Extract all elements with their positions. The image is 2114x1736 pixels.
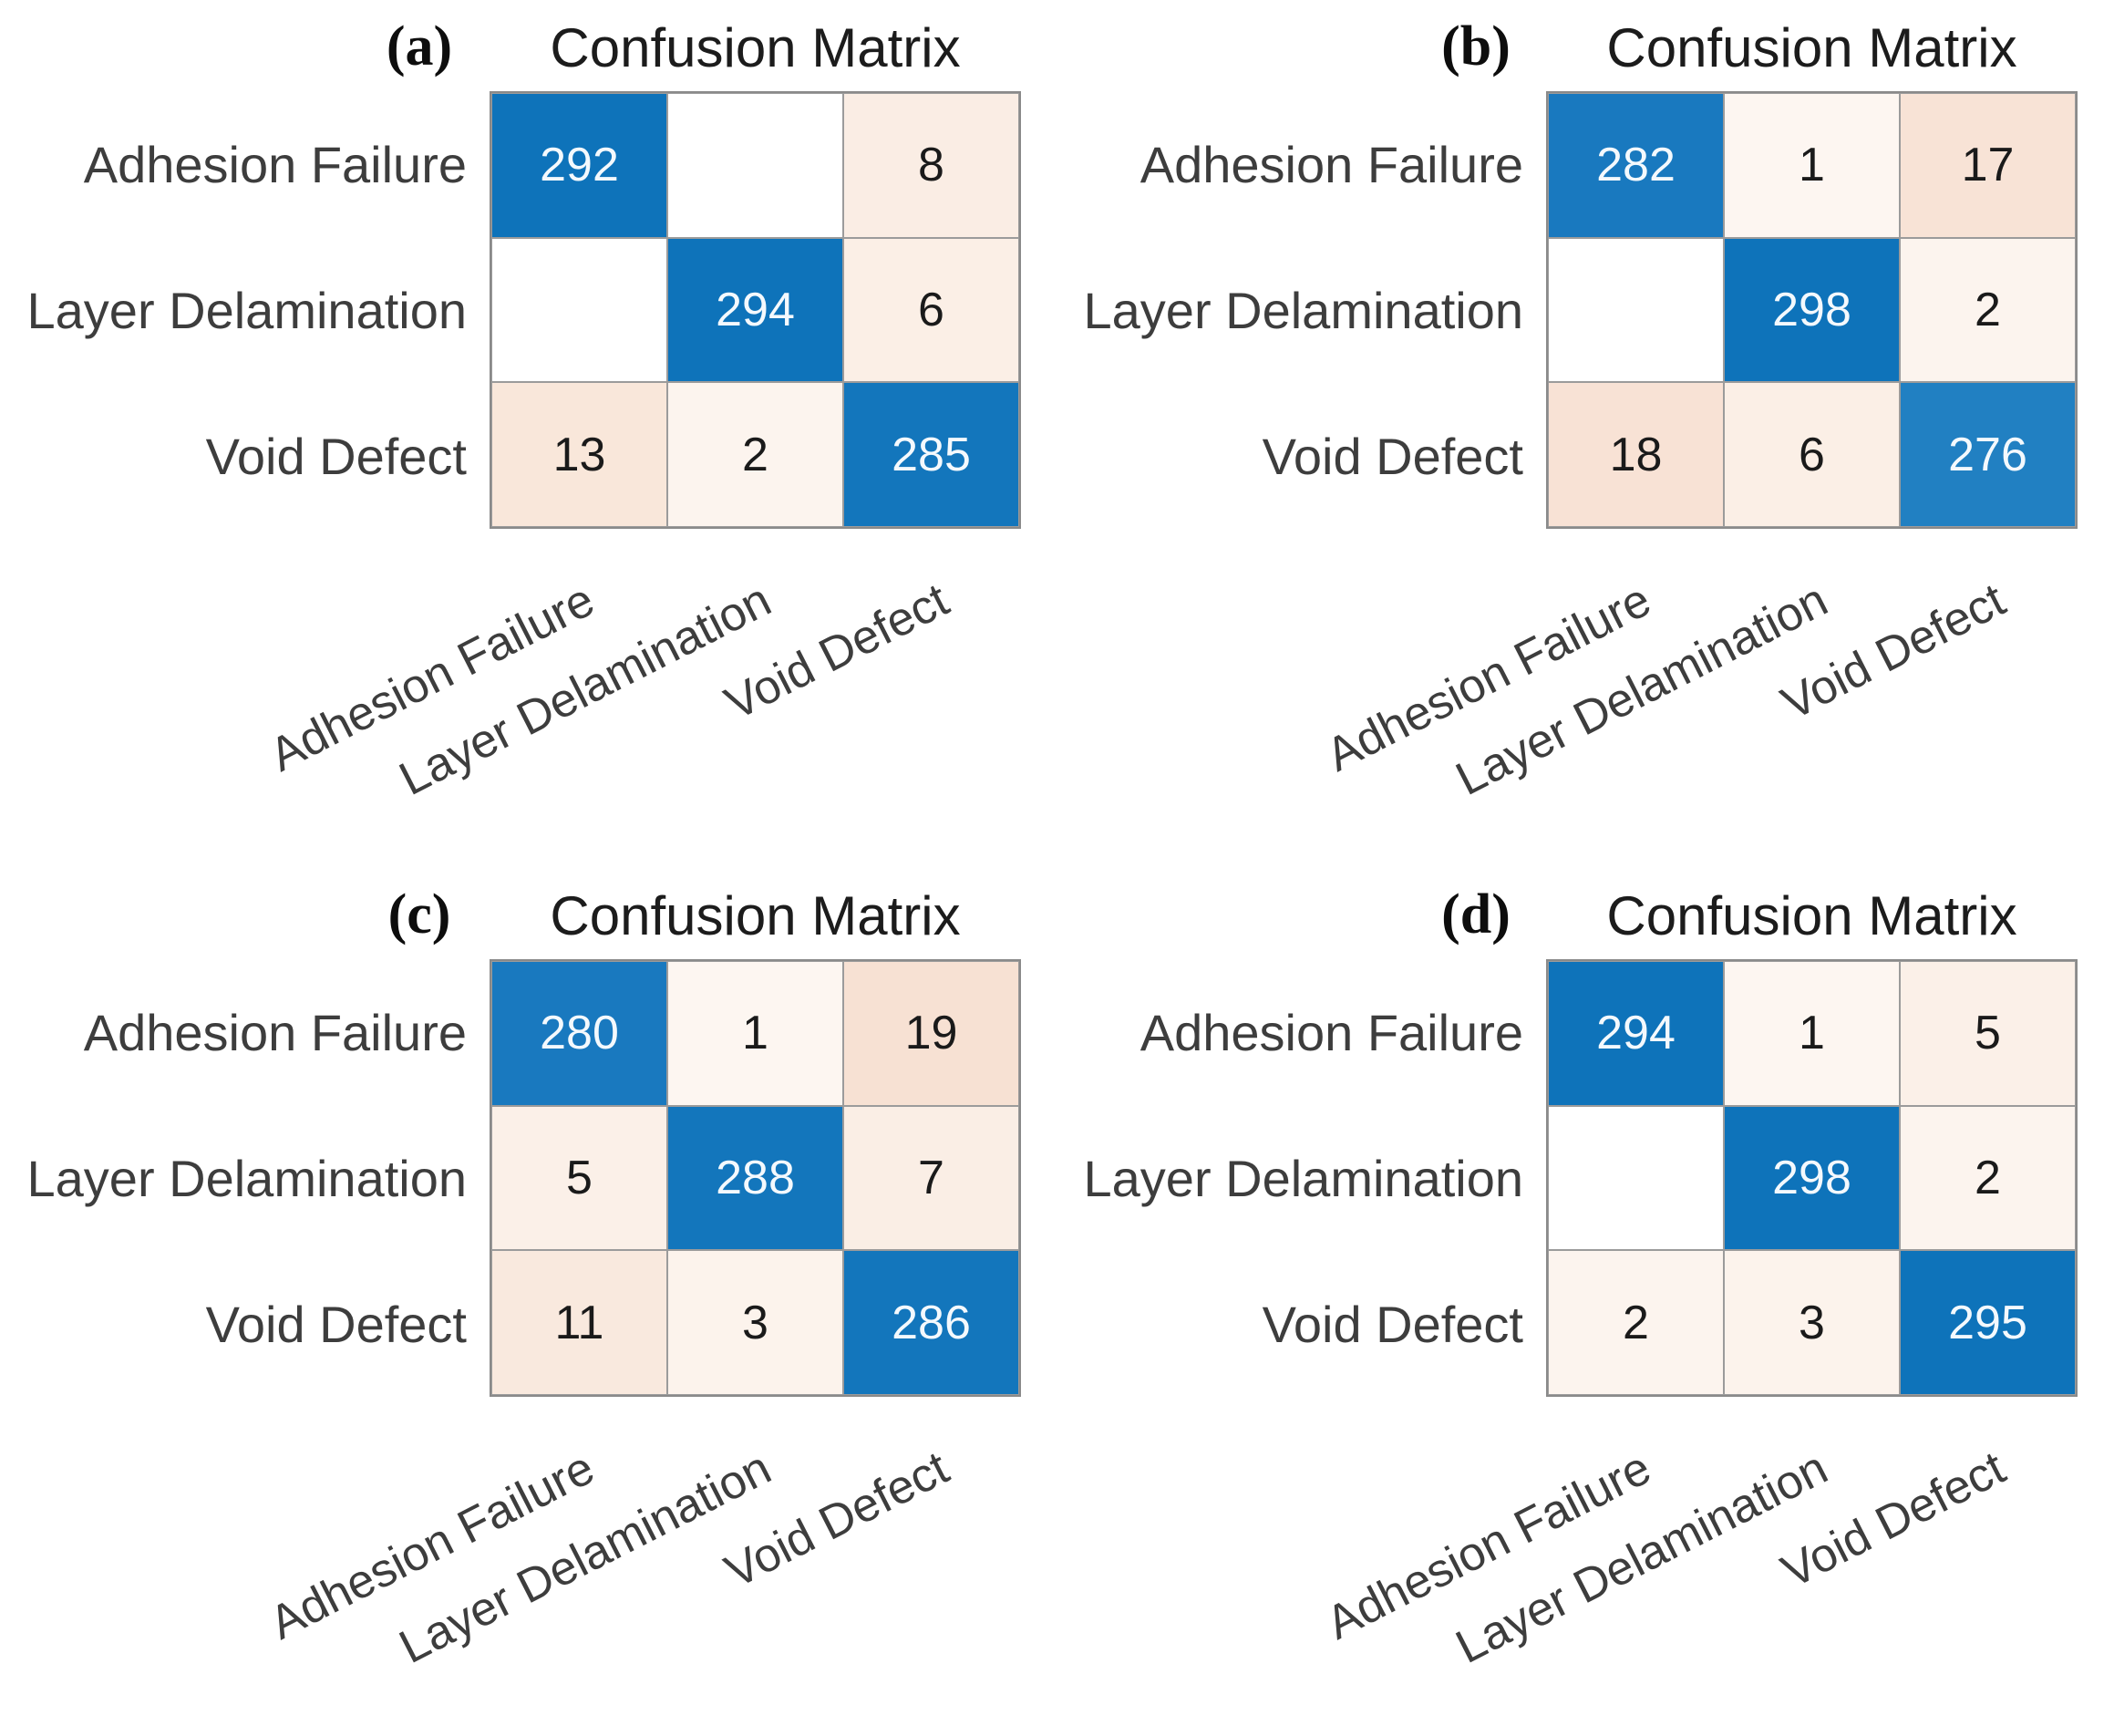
panel-a: (a) Confusion Matrix Adhesion Failure La… [0,0,1057,868]
matrix-cell: 1 [1724,93,1900,238]
matrix-cell: 5 [1900,961,2076,1106]
row-label: Adhesion Failure [1139,1003,1523,1061]
matrix-cell: 294 [1548,961,1724,1106]
matrix-cell: 2 [667,382,843,527]
row-label: Layer Delamination [26,1149,467,1207]
matrix-cell: 294 [667,237,843,383]
matrix-cell: 282 [1548,93,1724,238]
row-label: Layer Delamination [1083,281,1523,339]
row-axis-labels: Adhesion Failure Layer Delamination Void… [0,959,467,1397]
panel-letter: (d) [1441,884,1511,946]
matrix-cell: 288 [667,1105,843,1251]
confusion-matrix-grid: 292 8 294 6 13 2 285 [490,91,1021,529]
chart-title: Confusion Matrix [1606,885,2017,946]
panel-letter: (b) [1441,16,1511,78]
row-axis-labels: Adhesion Failure Layer Delamination Void… [1057,91,1523,529]
column-axis-labels: Adhesion Failure Layer Delamination Void… [262,1397,1021,1736]
matrix-cell: 18 [1548,382,1724,527]
chart-title: Confusion Matrix [550,17,961,78]
row-label: Adhesion Failure [83,1003,467,1061]
confusion-matrix-grid: 282 1 17 298 2 18 6 276 [1546,91,2078,529]
row-label: Layer Delamination [1083,1149,1523,1207]
matrix-cell: 17 [1900,93,2076,238]
matrix-cell: 7 [843,1105,1019,1251]
column-axis-labels: Adhesion Failure Layer Delamination Void… [1318,1397,2078,1736]
matrix-cell: 2 [1900,1105,2076,1251]
matrix-cell: 19 [843,961,1019,1106]
matrix-cell: 292 [491,93,667,238]
panel-letter: (c) [387,884,451,946]
row-label: Layer Delamination [26,281,467,339]
matrix-cell: 13 [491,382,667,527]
matrix-cell: 11 [491,1250,667,1395]
matrix-cell: 6 [1724,382,1900,527]
matrix-cell [491,237,667,383]
matrix-cell [667,93,843,238]
confusion-matrix-grid: 294 1 5 298 2 2 3 295 [1546,959,2078,1397]
panel-b: (b) Confusion Matrix Adhesion Failure La… [1057,0,2114,868]
column-axis-labels: Adhesion Failure Layer Delamination Void… [1318,529,2078,868]
matrix-cell [1548,1105,1724,1251]
panel-c: (c) Confusion Matrix Adhesion Failure La… [0,868,1057,1736]
matrix-cell: 280 [491,961,667,1106]
matrix-cell: 3 [1724,1250,1900,1395]
row-label: Adhesion Failure [1139,135,1523,193]
matrix-cell: 6 [843,237,1019,383]
row-label: Void Defect [205,1295,467,1353]
matrix-cell: 1 [1724,961,1900,1106]
matrix-cell: 298 [1724,237,1900,383]
confusion-matrix-grid: 280 1 19 5 288 7 11 3 286 [490,959,1021,1397]
panel-letter: (a) [386,16,453,78]
matrix-cell: 8 [843,93,1019,238]
matrix-cell: 286 [843,1250,1019,1395]
row-axis-labels: Adhesion Failure Layer Delamination Void… [0,91,467,529]
matrix-cell: 5 [491,1105,667,1251]
panel-d: (d) Confusion Matrix Adhesion Failure La… [1057,868,2114,1736]
matrix-cell: 3 [667,1250,843,1395]
matrix-cell: 285 [843,382,1019,527]
chart-title: Confusion Matrix [550,885,961,946]
chart-title: Confusion Matrix [1606,17,2017,78]
row-label: Void Defect [205,427,467,485]
row-axis-labels: Adhesion Failure Layer Delamination Void… [1057,959,1523,1397]
column-axis-labels: Adhesion Failure Layer Delamination Void… [262,529,1021,868]
matrix-cell: 295 [1900,1250,2076,1395]
matrix-cell: 298 [1724,1105,1900,1251]
row-label: Void Defect [1262,1295,1523,1353]
row-label: Adhesion Failure [83,135,467,193]
matrix-cell: 2 [1900,237,2076,383]
matrix-cell [1548,237,1724,383]
matrix-cell: 1 [667,961,843,1106]
row-label: Void Defect [1262,427,1523,485]
matrix-cell: 276 [1900,382,2076,527]
matrix-cell: 2 [1548,1250,1724,1395]
